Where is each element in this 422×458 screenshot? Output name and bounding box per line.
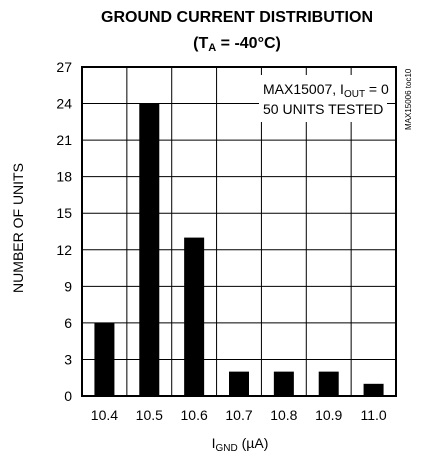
x-tick-label: 10.6: [181, 407, 208, 423]
x-tick-label: 10.4: [91, 407, 118, 423]
bar-10.5: [139, 103, 160, 397]
y-tick-label: 3: [64, 351, 72, 367]
y-tick-label: 0: [64, 388, 72, 404]
bars: [94, 103, 384, 397]
annotation-line-1: MAX15007, IOUT = 0: [263, 81, 389, 100]
chart-subtitle: (TA = -40°C): [193, 35, 281, 54]
annotation-background: [259, 75, 387, 122]
bar-11.0: [363, 383, 384, 396]
annotation-line-2: 50 UNITS TESTED: [263, 101, 383, 117]
bar-10.8: [273, 371, 294, 396]
x-tick-label: 10.5: [136, 407, 163, 423]
y-tick-label: 18: [56, 169, 72, 185]
x-tick-label: 10.9: [315, 407, 342, 423]
y-tick-label: 9: [64, 278, 72, 294]
bar-10.6: [184, 237, 205, 396]
y-tick-label: 12: [56, 242, 72, 258]
y-tick-label: 27: [56, 59, 72, 75]
x-axis-label: IGND (µA): [212, 435, 269, 454]
x-tick-label: 10.8: [270, 407, 297, 423]
bar-10.7: [229, 371, 249, 396]
y-tick-labels: 0 3 6 9 12 15 18 21 24 27: [56, 59, 72, 404]
x-tick-label: 10.7: [225, 407, 252, 423]
y-tick-label: 21: [56, 132, 72, 148]
x-tick-labels: 10.4 10.5 10.6 10.7 10.8 10.9 11.0: [91, 407, 387, 423]
chart-title: GROUND CURRENT DISTRIBUTION: [101, 9, 373, 26]
figure-id-label: MAX15006 toc10: [404, 68, 413, 130]
y-tick-label: 24: [56, 96, 72, 112]
bar-10.9: [318, 371, 339, 396]
y-tick-label: 6: [64, 315, 72, 331]
x-tick-label: 11.0: [360, 407, 386, 423]
plot-frame: [81, 66, 397, 397]
bar-10.4: [94, 322, 115, 396]
y-axis-label: NUMBER OF UNITS: [10, 163, 26, 293]
y-tick-label: 15: [56, 205, 72, 221]
